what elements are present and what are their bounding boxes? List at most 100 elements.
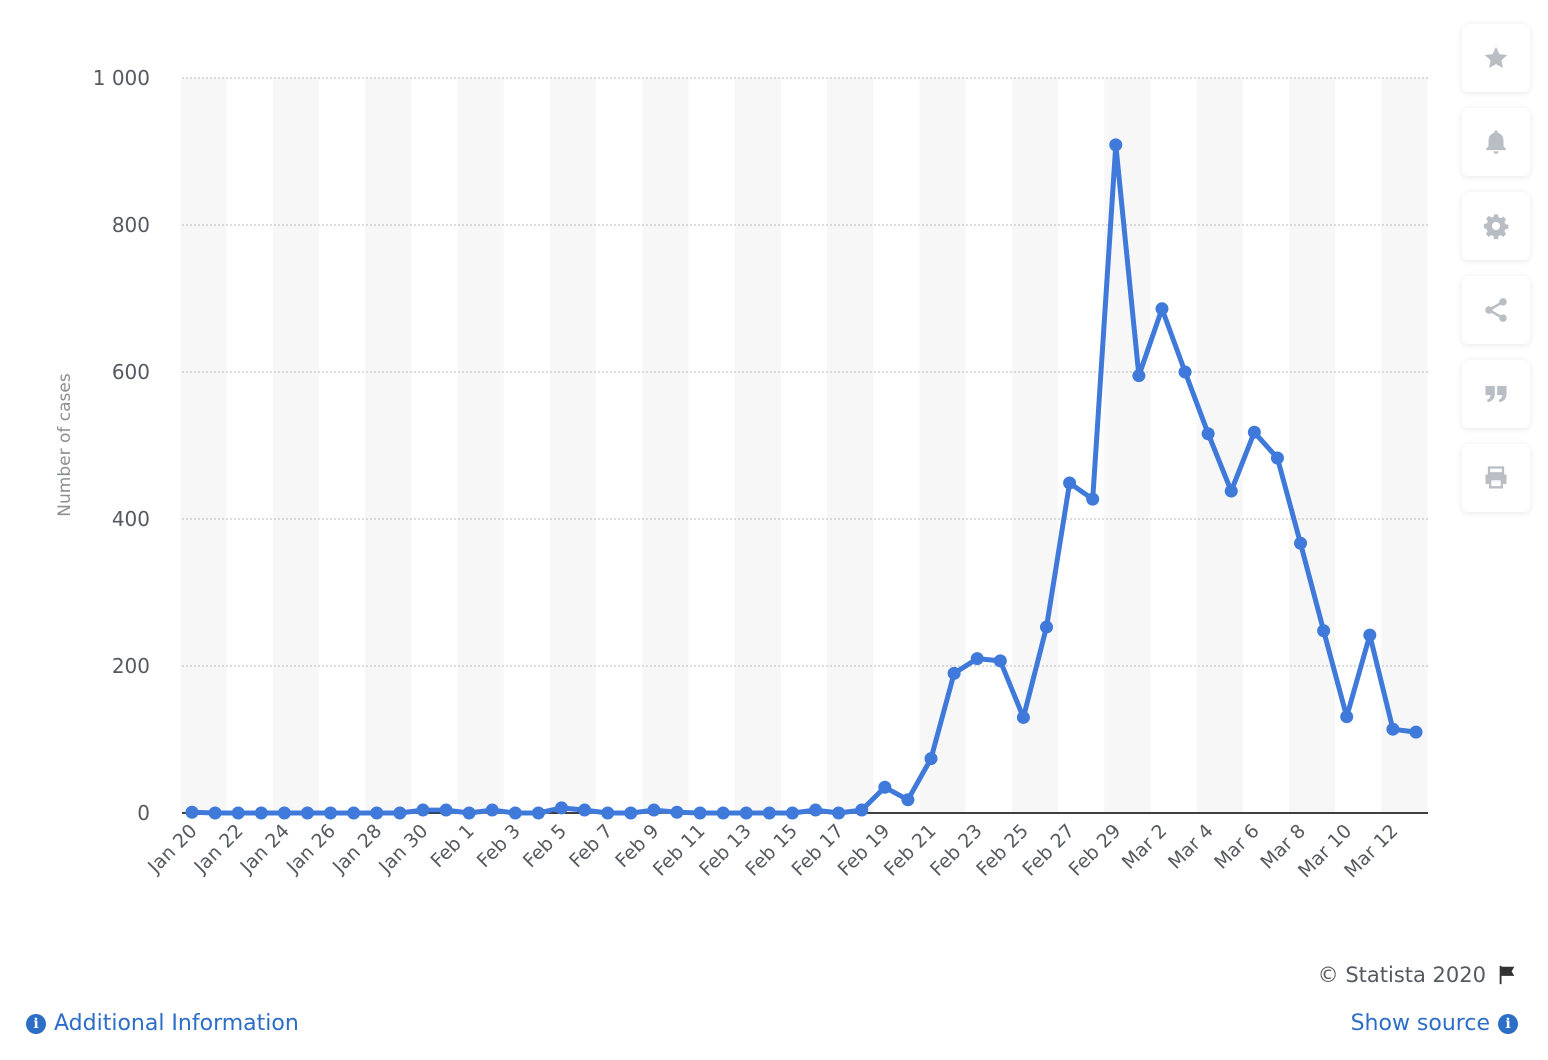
background-band (365, 78, 412, 813)
flag-icon[interactable] (1496, 964, 1518, 986)
data-point (970, 652, 984, 666)
settings-button[interactable] (1462, 192, 1530, 260)
data-point (508, 806, 522, 820)
data-point (462, 806, 476, 820)
background-band (1288, 78, 1336, 813)
data-point (393, 806, 407, 820)
data-point (208, 806, 222, 820)
data-point (809, 803, 823, 817)
data-point (762, 806, 776, 820)
data-point (601, 806, 615, 820)
data-point (832, 806, 846, 820)
x-tick-label: Mar 2 (1118, 820, 1172, 874)
background-band (180, 78, 227, 813)
data-point (324, 806, 338, 820)
info-icon: i (26, 1013, 46, 1034)
data-point (1409, 725, 1423, 739)
bell-icon (1486, 130, 1506, 154)
data-point (670, 805, 684, 819)
favorite-button[interactable] (1462, 24, 1530, 92)
y-tick-label: 200 (112, 654, 150, 678)
data-point (924, 752, 938, 766)
data-point (1270, 451, 1284, 465)
y-tick-label: 800 (112, 213, 150, 237)
x-tick-label: Jan 26 (282, 820, 340, 878)
data-point (1317, 624, 1331, 638)
y-axis-ticks: 0 200 400 600 800 1 000 (93, 66, 150, 825)
background-band (272, 78, 320, 813)
data-point (555, 801, 569, 815)
data-point (1155, 302, 1169, 316)
data-point (1294, 536, 1308, 550)
background-band (1381, 78, 1428, 813)
data-point (1201, 427, 1215, 441)
show-source-label: Show source (1350, 1011, 1490, 1036)
copyright-notice: © Statista 2020 (1318, 963, 1518, 987)
data-point (439, 803, 453, 817)
data-point (578, 803, 592, 817)
data-point (785, 806, 799, 820)
data-point (1016, 710, 1030, 724)
y-tick-label: 0 (137, 801, 150, 825)
data-point (1039, 620, 1053, 634)
data-point (624, 806, 638, 820)
star-icon (1484, 46, 1508, 69)
notification-button[interactable] (1462, 108, 1530, 176)
data-point (716, 806, 730, 820)
background-band (642, 78, 689, 813)
background-band (734, 78, 781, 813)
x-tick-label: Jan 22 (189, 820, 247, 878)
data-point (947, 666, 961, 680)
data-point (300, 806, 314, 820)
y-tick-label: 600 (112, 360, 150, 384)
y-tick-label: 400 (112, 507, 150, 531)
data-point (901, 793, 915, 807)
share-icon (1485, 298, 1507, 322)
x-tick-label: Mar 6 (1210, 820, 1264, 874)
data-point (1178, 365, 1192, 379)
info-icon: i (1498, 1013, 1518, 1034)
data-point (1224, 484, 1238, 498)
additional-information-link[interactable]: i Additional Information (26, 1011, 299, 1036)
data-point (1132, 369, 1146, 383)
series-group (185, 138, 1423, 820)
gear-icon (1483, 214, 1509, 240)
copyright-text: © Statista 2020 (1317, 963, 1486, 987)
data-point (878, 780, 892, 794)
background-band (1196, 78, 1243, 813)
background-band (549, 78, 597, 813)
background-band (1011, 78, 1059, 813)
data-point (254, 806, 268, 820)
data-point (1386, 722, 1400, 736)
data-point (370, 806, 384, 820)
quote-icon (1485, 385, 1507, 403)
print-icon (1485, 466, 1507, 489)
x-tick-label: Feb 3 (473, 820, 525, 872)
background-bands (180, 78, 1428, 813)
show-source-link[interactable]: Show source i (1351, 1011, 1518, 1036)
data-point (531, 806, 545, 820)
background-band (919, 78, 966, 813)
x-tick-label: Jan 28 (328, 820, 386, 878)
x-tick-label: Jan 20 (143, 820, 201, 878)
additional-information-label: Additional Information (54, 1011, 299, 1036)
y-tick-label: 1 000 (93, 66, 150, 90)
data-point (855, 803, 869, 817)
data-point (1063, 476, 1077, 490)
print-button[interactable] (1462, 444, 1530, 512)
x-tick-label: Jan 24 (236, 820, 294, 878)
data-point (1340, 710, 1354, 724)
x-tick-label: Feb 1 (426, 820, 478, 872)
data-point (231, 806, 245, 820)
cite-button[interactable] (1462, 360, 1530, 428)
data-point (993, 654, 1007, 668)
data-point (416, 803, 430, 817)
data-point (693, 806, 707, 820)
share-button[interactable] (1462, 276, 1530, 344)
data-point (1086, 492, 1100, 506)
background-band (827, 78, 874, 813)
x-tick-label: Jan 30 (374, 820, 432, 878)
x-tick-label: Feb 29 (1065, 820, 1126, 881)
data-point (1109, 138, 1123, 152)
